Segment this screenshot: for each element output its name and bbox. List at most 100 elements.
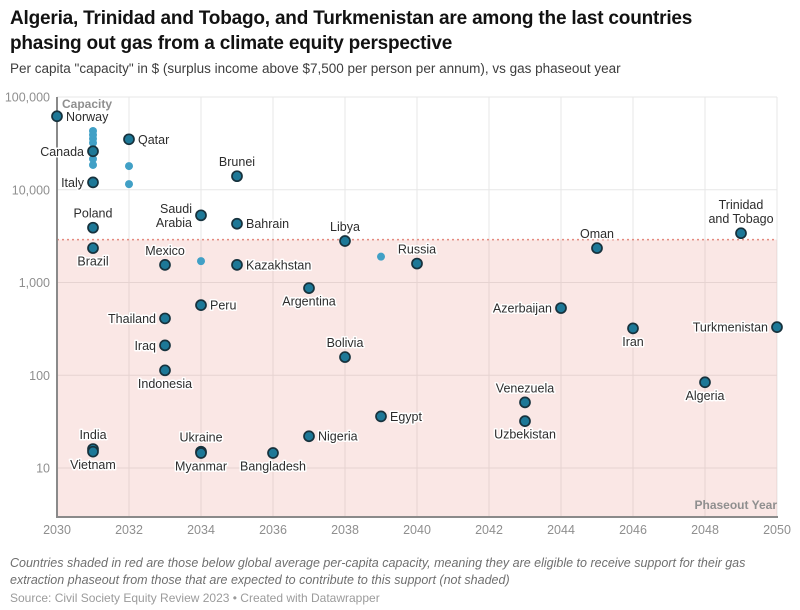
point-label-bahrain: Bahrain bbox=[246, 217, 289, 231]
point-nigeria bbox=[303, 430, 315, 443]
point-label-peru: Peru bbox=[210, 299, 236, 313]
point-label-oman: Oman bbox=[580, 227, 614, 241]
x-tick-label: 2038 bbox=[331, 523, 359, 537]
point-label-libya: Libya bbox=[330, 220, 360, 234]
x-tick-label: 2040 bbox=[403, 523, 431, 537]
point-uzbekistan bbox=[519, 415, 531, 427]
point-label-argentina: Argentina bbox=[282, 295, 336, 309]
point-label-poland: Poland bbox=[74, 207, 113, 221]
point-peru bbox=[195, 299, 207, 311]
unlabeled-point bbox=[89, 160, 97, 169]
point-myanmar bbox=[195, 447, 207, 459]
point-poland bbox=[87, 221, 99, 234]
point-label-norway: Norway bbox=[66, 110, 109, 124]
unlabeled-point bbox=[89, 154, 97, 163]
source-line: Source: Civil Society Equity Review 2023… bbox=[10, 591, 380, 605]
x-tick-label: 2030 bbox=[43, 523, 71, 537]
point-label-russia: Russia bbox=[398, 243, 436, 257]
footnote: Countries shaded in red are those below … bbox=[10, 556, 746, 587]
y-tick-label: 1,000 bbox=[19, 276, 50, 290]
point-label-mexico: Mexico bbox=[145, 244, 185, 258]
y-axis-label: Capacity bbox=[62, 97, 112, 111]
point-label-myanmar: Myanmar bbox=[175, 460, 227, 474]
point-label-nigeria: Nigeria bbox=[318, 430, 358, 444]
point-label-bolivia: Bolivia bbox=[327, 336, 364, 350]
chart-title-line1: Algeria, Trinidad and Tobago, and Turkme… bbox=[10, 8, 693, 29]
point-label-venezuela: Venezuela bbox=[496, 381, 554, 395]
point-label-saudi-arabia: Saudi Arabia bbox=[156, 202, 192, 230]
point-label-turkmenistan: Turkmenistan bbox=[693, 321, 768, 335]
unlabeled-point bbox=[125, 180, 133, 189]
point-label-canada: Canada bbox=[40, 145, 84, 159]
y-tick-label: 100 bbox=[29, 369, 50, 383]
x-tick-label: 2046 bbox=[619, 523, 647, 537]
point-label-indonesia: Indonesia bbox=[138, 377, 192, 391]
point-label-ukraine: Ukraine bbox=[179, 431, 222, 445]
point-argentina bbox=[303, 282, 315, 294]
x-tick-label: 2032 bbox=[115, 523, 143, 537]
point-italy bbox=[87, 176, 99, 189]
point-bahrain bbox=[231, 217, 243, 230]
y-tick-label: 10,000 bbox=[12, 183, 50, 197]
y-tick-label: 100,000 bbox=[5, 91, 50, 105]
chart-title: Algeria, Trinidad and Tobago, and Turkme… bbox=[10, 7, 790, 56]
point-label-algeria: Algeria bbox=[686, 389, 725, 403]
point-label-iraq: Iraq bbox=[134, 339, 156, 353]
point-algeria bbox=[699, 376, 711, 389]
unlabeled-point bbox=[89, 138, 97, 147]
point-venezuela bbox=[519, 396, 531, 409]
x-tick-label: 2048 bbox=[691, 523, 719, 537]
x-tick-label: 2034 bbox=[187, 523, 215, 537]
x-tick-label: 2050 bbox=[763, 523, 791, 537]
point-bangladesh bbox=[267, 447, 279, 459]
shaded-support-region bbox=[57, 239, 777, 517]
point-label-iran: Iran bbox=[622, 335, 644, 349]
point-mexico bbox=[159, 258, 171, 271]
point-iran bbox=[627, 322, 639, 335]
point-label-azerbaijan: Azerbaijan bbox=[493, 302, 552, 316]
point-label-italy: Italy bbox=[61, 176, 85, 190]
y-tick-label: 10 bbox=[36, 462, 50, 476]
point-label-brazil: Brazil bbox=[77, 255, 108, 269]
point-saudi-arabia bbox=[195, 209, 207, 222]
point-label-vietnam: Vietnam bbox=[70, 458, 116, 472]
point-iraq bbox=[159, 339, 171, 352]
point-brunei bbox=[231, 170, 243, 183]
unlabeled-point bbox=[197, 257, 205, 266]
point-label-india: India bbox=[79, 428, 106, 442]
chart-subtitle: Per capita "capacity" in $ (surplus inco… bbox=[10, 61, 621, 76]
x-tick-label: 2044 bbox=[547, 523, 575, 537]
point-label-thailand: Thailand bbox=[108, 312, 156, 326]
chart-title-line2: phasing out gas from a climate equity pe… bbox=[10, 32, 453, 54]
x-axis-label: Phaseout Year bbox=[695, 498, 778, 512]
x-tick-label: 2036 bbox=[259, 523, 287, 537]
point-egypt bbox=[375, 410, 387, 423]
point-label-bangladesh: Bangladesh bbox=[240, 460, 306, 474]
point-norway bbox=[51, 110, 63, 123]
point-indonesia bbox=[159, 364, 171, 377]
point-azerbaijan bbox=[555, 302, 567, 314]
point-label-brunei: Brunei bbox=[219, 155, 255, 169]
point-vietnam bbox=[87, 445, 99, 458]
point-qatar bbox=[123, 133, 135, 146]
point-oman bbox=[591, 242, 603, 254]
point-label-egypt: Egypt bbox=[390, 410, 422, 424]
point-label-trinidad-and-tobago: Trinidad and Tobago bbox=[708, 198, 773, 226]
point-label-uzbekistan: Uzbekistan bbox=[494, 428, 556, 442]
point-libya bbox=[339, 235, 351, 247]
point-canada bbox=[87, 145, 99, 158]
point-thailand bbox=[159, 312, 171, 325]
point-label-kazakhstan: Kazakhstan bbox=[246, 258, 311, 272]
point-label-qatar: Qatar bbox=[138, 133, 169, 147]
point-turkmenistan bbox=[771, 321, 783, 334]
point-trinidad-and-tobago bbox=[735, 227, 747, 240]
point-bolivia bbox=[339, 351, 351, 363]
unlabeled-point bbox=[125, 162, 133, 171]
point-kazakhstan bbox=[231, 258, 243, 271]
point-brazil bbox=[87, 242, 99, 254]
unlabeled-point bbox=[377, 252, 385, 261]
x-tick-label: 2042 bbox=[475, 523, 503, 537]
point-russia bbox=[411, 257, 423, 270]
